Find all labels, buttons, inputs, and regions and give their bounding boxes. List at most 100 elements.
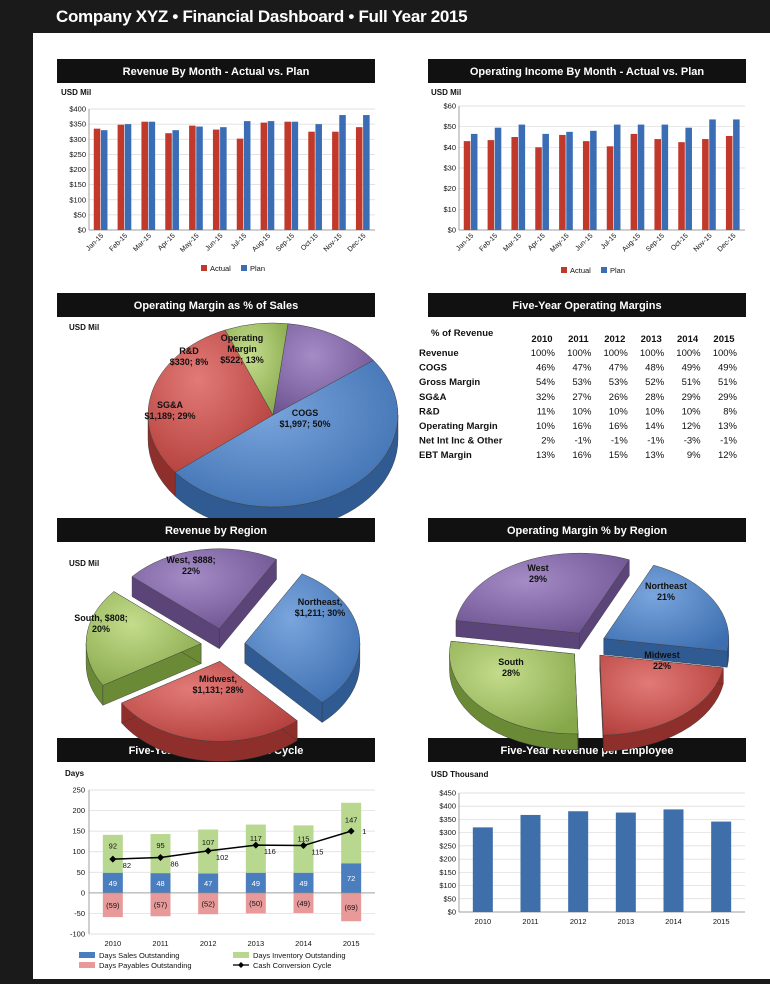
cash-conversion-bar-dpo (245, 892, 266, 914)
revenue-by-region-title-bg (57, 518, 375, 542)
table-cell: 28% (645, 392, 665, 403)
revenue-per-employee-ytick-label: $100 (439, 881, 456, 890)
table-row-label: Revenue (419, 348, 459, 359)
revenue-per-employee-ytick-label: $250 (439, 841, 456, 850)
opinc-by-month-bar-plan (494, 127, 502, 230)
table-cell: 12% (682, 421, 702, 432)
revenue-by-month-legend-swatch (201, 265, 207, 271)
cash-conversion-bar-dso (198, 873, 219, 893)
cash-conversion-dso-label: 49 (299, 879, 307, 888)
revenue-by-month-ytick-label: $200 (69, 165, 86, 174)
cash-conversion-unit-label: Days (65, 769, 85, 778)
table-cell: 100% (531, 348, 556, 359)
cash-conversion-bar-dso (102, 872, 123, 893)
opinc-by-month-ytick-label: $10 (443, 205, 456, 214)
cash-conversion-ccc-label: 102 (216, 853, 229, 862)
opinc-by-month-ytick-label: $0 (448, 226, 456, 235)
opinc-by-month-bar-actual (582, 141, 590, 230)
cash-conversion-bar-dio (102, 834, 123, 873)
opinc-by-month-bar-plan (542, 133, 549, 230)
revenue-per-employee-ytick-label: $400 (439, 802, 456, 811)
opinc-by-month-xtick-label: Mar-15 (502, 232, 523, 253)
revenue-by-month-ytick-label: $250 (69, 150, 86, 159)
table-cell: 12% (718, 450, 738, 461)
cash-conversion-ytick-label: 50 (77, 868, 85, 877)
table-cell: 100% (567, 348, 592, 359)
opinc-by-month-bar-plan (685, 127, 692, 230)
table-cell: 100% (640, 348, 665, 359)
revenue-per-employee-chart: Five-Year Revenue per Employee USD Thousa… (428, 738, 746, 926)
cash-conversion-dpo-label: (50) (249, 899, 263, 908)
revenue-by-region-slice-northeast: Northeast,$1,211; 30% (244, 573, 361, 723)
revenue-by-month-legend-label: Actual (210, 264, 231, 273)
table-cell: 46% (536, 363, 556, 374)
opinc-by-month-xtick-label: Feb-15 (479, 232, 500, 253)
cash-conversion-bar-dso (293, 872, 314, 893)
revenue-by-region-slice-label: West, $888; (166, 555, 215, 565)
cash-conversion-legend-label: Days Inventory Outstanding (253, 951, 346, 960)
revenue-by-region-slice-label: Northeast, (298, 597, 343, 607)
revenue-by-month-bar-actual (165, 133, 172, 230)
revenue-per-employee-bar (472, 827, 493, 912)
revenue-by-month-bar-plan (243, 121, 251, 230)
table-cell: 100% (676, 348, 701, 359)
cash-conversion-legend-marker (238, 962, 244, 968)
opinc-by-month-legend-swatch (601, 267, 607, 273)
opmargin-pie-slice-sg-a: SG&A$1,189; 29% (144, 329, 274, 497)
opinc-by-month-bar-plan (661, 124, 669, 230)
opinc-by-month-bar-actual (559, 134, 566, 230)
table-cell: 32% (536, 392, 556, 403)
table-cell: 10% (536, 421, 556, 432)
cash-conversion-xtick-label: 2011 (152, 939, 168, 948)
revenue-per-employee-ytick-label: $300 (439, 828, 456, 837)
revenue-by-month-xtick-label: Oct-15 (300, 232, 320, 252)
opmargin-pie-slice-top (147, 329, 274, 473)
revenue-per-employee-xtick-label: 2015 (713, 917, 730, 926)
opmargin-pie-slice-value: $1,997; 50% (279, 419, 330, 429)
revenue-by-month-xtick-label: Jul-15 (230, 232, 249, 251)
opinc-by-month-bar-actual (678, 142, 685, 230)
table-cell: 100% (603, 348, 628, 359)
table-cell: -1% (574, 436, 591, 447)
revenue-per-employee-bar (663, 809, 684, 912)
opmargin-pie-slice-label: COGS (292, 408, 319, 418)
table-cell: 15% (609, 450, 629, 461)
revenue-by-month-bar-actual (332, 131, 339, 230)
revenue-by-month-xtick-label: Mar-15 (132, 232, 153, 253)
opmargin-by-region-slice-top (449, 640, 579, 735)
cash-conversion-legend-swatch (79, 962, 95, 968)
opinc-by-month-title: Operating Income By Month - Actual vs. P… (470, 66, 705, 78)
revenue-by-region-slice-top (131, 548, 277, 630)
cash-conversion-ytick-label: 100 (72, 847, 85, 856)
cash-conversion-xtick-label: 2012 (200, 939, 217, 948)
cash-conversion-ccc-label: 1 (362, 827, 366, 836)
opinc-by-month-bar-actual (463, 141, 471, 230)
revenue-by-region-slice-midwest: Midwest,$1,131; 28% (121, 660, 298, 762)
opmargin-by-region-slice-value: 21% (657, 592, 675, 602)
table-cell: 26% (609, 392, 629, 403)
table-cell: 10% (572, 406, 592, 417)
revenue-per-employee-bar (615, 812, 636, 912)
revenue-by-region-slice-south: South, $808;20% (74, 591, 202, 706)
cash-conversion-ccc-point (300, 842, 307, 850)
opmargin-by-region-slice-label: Midwest (644, 650, 680, 660)
cash-conversion-xtick-label: 2010 (104, 939, 121, 948)
revenue-by-month-ytick-label: $100 (69, 195, 86, 204)
revenue-per-employee-ytick-label: $450 (439, 789, 456, 798)
opinc-by-month-xtick-label: Apr-15 (527, 232, 547, 252)
table-cell: 49% (682, 363, 702, 374)
table-cell: 100% (713, 348, 738, 359)
revenue-by-month-bar-actual (308, 131, 315, 230)
opmargin-by-region-title-bg (428, 518, 746, 542)
revenue-by-month-xtick-label: Jan-15 (85, 232, 105, 252)
revenue-by-month-xtick-label: Feb-15 (109, 232, 130, 253)
table-cell: -1% (611, 436, 628, 447)
revenue-by-month-bar-actual (189, 125, 196, 230)
opmargin-by-region-slice-top (603, 564, 730, 652)
opinc-by-month-bar-actual (702, 139, 709, 230)
table-cell: 11% (537, 406, 556, 417)
opmargin-by-region-slice-value: 29% (529, 574, 547, 584)
